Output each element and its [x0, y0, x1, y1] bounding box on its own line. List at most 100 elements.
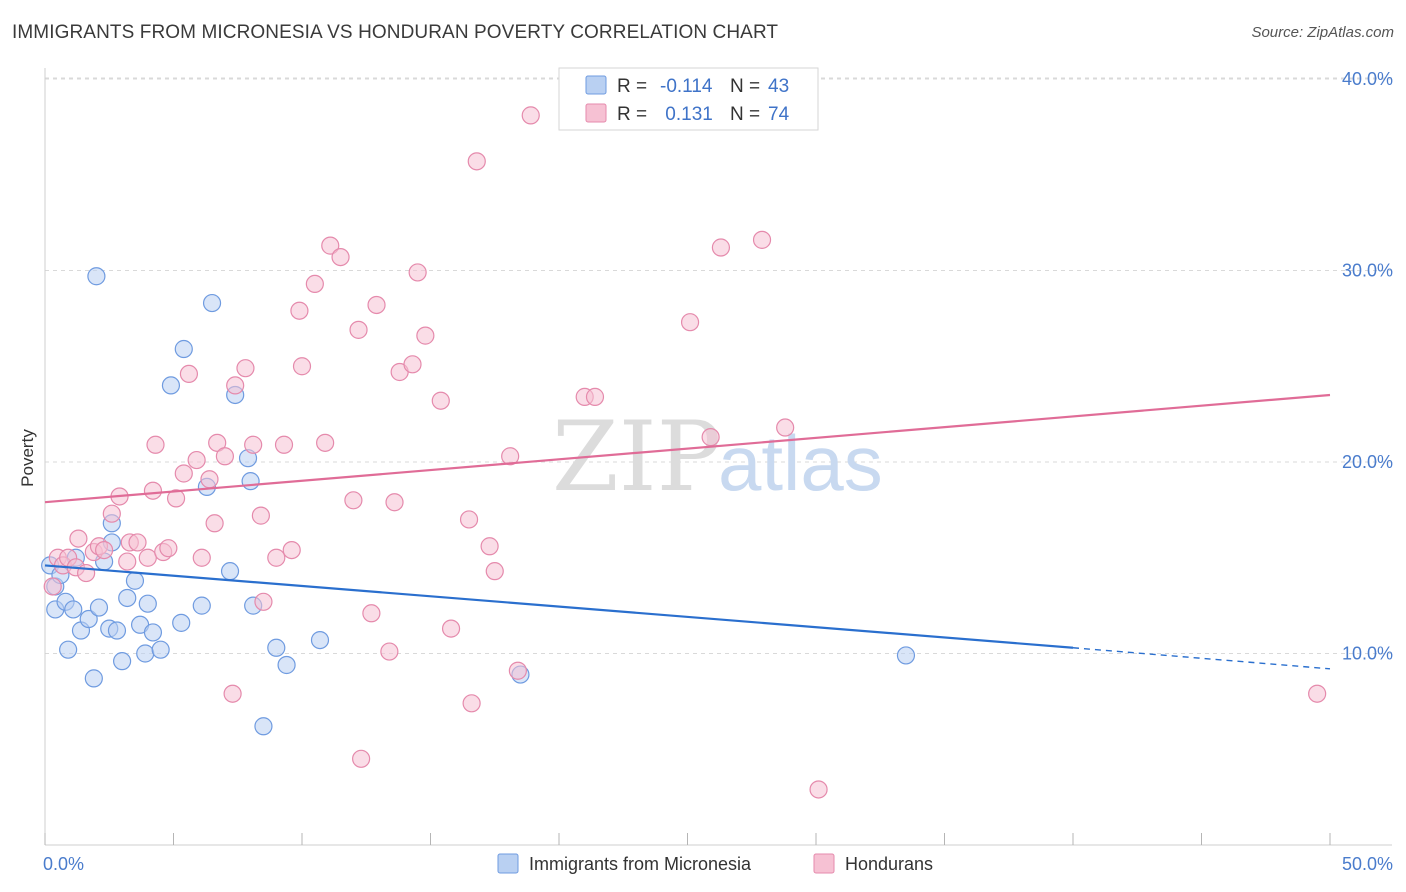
point-hondurans-12 [118, 552, 137, 571]
point-hondurans-49 [380, 642, 399, 661]
point-hondurans-38 [290, 301, 309, 320]
series-label-hondurans: Hondurans [845, 854, 933, 874]
point-hondurans-37 [282, 540, 301, 560]
point-hondurans-43 [331, 247, 350, 267]
point-hondurans-31 [223, 684, 242, 703]
data-points [41, 106, 1327, 799]
legend-swatch-micronesia [585, 75, 607, 95]
y-tick-label-20: 20.0% [1342, 452, 1393, 472]
legend-n-value-micronesia: 43 [768, 76, 789, 97]
point-micronesia-39 [277, 655, 296, 675]
point-hondurans-53 [408, 263, 427, 282]
point-hondurans-24 [192, 548, 211, 567]
point-hondurans-22 [179, 364, 199, 384]
point-hondurans-32 [244, 435, 263, 454]
y-tick-label-10: 10.0% [1342, 644, 1393, 664]
point-micronesia-19 [125, 571, 145, 590]
point-micronesia-10 [84, 669, 103, 688]
series-swatch-micronesia [497, 853, 519, 874]
point-micronesia-18 [118, 588, 137, 608]
point-hondurans-52 [403, 355, 422, 374]
series-swatch-hondurans [813, 853, 835, 874]
point-micronesia-30 [202, 293, 222, 313]
legend-r-value-micronesia: -0.114 [660, 76, 713, 97]
point-hondurans-40 [305, 274, 324, 294]
point-micronesia-31 [87, 267, 106, 286]
legend-r-value-hondurans: 0.131 [660, 104, 713, 125]
point-hondurans-23 [187, 450, 206, 470]
x-tick-labels: 0.0% 50.0% [43, 854, 1393, 874]
watermark: ZIP atlas [552, 401, 883, 513]
trend-line-hondurans [44, 393, 1331, 504]
trend-lines [44, 393, 1331, 670]
legend-swatch-hondurans [585, 103, 607, 123]
point-hondurans-29 [226, 376, 245, 395]
point-micronesia-28 [192, 596, 211, 615]
point-hondurans-60 [480, 537, 499, 556]
point-hondurans-63 [508, 661, 527, 680]
point-micronesia-27 [174, 339, 193, 359]
trend-line-micronesia-extension [1072, 647, 1331, 670]
legend-n-label-hondurans: N = [730, 104, 760, 125]
point-hondurans-58 [462, 694, 481, 713]
point-hondurans-30 [236, 359, 255, 378]
axes [44, 68, 1392, 846]
y-tick-labels: 10.0% 20.0% 30.0% 40.0% [1342, 69, 1393, 664]
legend-n-value-hondurans: 74 [768, 104, 790, 125]
point-micronesia-37 [254, 717, 273, 736]
point-hondurans-20 [166, 489, 186, 508]
point-hondurans-59 [467, 152, 486, 171]
point-hondurans-21 [174, 464, 193, 483]
point-hondurans-68 [701, 428, 720, 447]
series-label-micronesia: Immigrants from Micronesia [529, 854, 752, 874]
chart-title: IMMIGRANTS FROM MICRONESIA VS HONDURAN P… [12, 22, 779, 43]
point-hondurans-54 [416, 326, 435, 345]
point-hondurans-69 [711, 238, 731, 257]
point-hondurans-25 [200, 470, 219, 489]
legend-r-label-micronesia: R = [617, 76, 647, 97]
point-hondurans-9 [95, 540, 114, 560]
y-tick-label-40: 40.0% [1342, 69, 1393, 89]
point-micronesia-42 [896, 646, 916, 665]
point-hondurans-71 [776, 418, 795, 437]
point-micronesia-38 [267, 638, 286, 657]
legend-n-label-micronesia: N = [730, 76, 760, 97]
point-hondurans-10 [102, 504, 121, 523]
point-micronesia-32 [220, 562, 240, 581]
correlation-legend: R = -0.114 N = 43 R = 0.131 N = 74 [558, 67, 819, 131]
point-hondurans-27 [208, 433, 227, 452]
point-hondurans-50 [385, 493, 404, 512]
point-hondurans-36 [274, 435, 294, 454]
series-legend: Immigrants from Micronesia Hondurans [497, 853, 933, 874]
point-hondurans-26 [205, 514, 224, 533]
x-tick-label-min: 0.0% [43, 854, 84, 874]
point-hondurans-44 [344, 491, 363, 510]
point-hondurans-5 [69, 529, 88, 548]
point-micronesia-22 [138, 594, 157, 613]
point-hondurans-66 [585, 387, 605, 406]
point-hondurans-19 [159, 539, 178, 558]
point-hondurans-48 [367, 295, 386, 315]
point-hondurans-72 [809, 780, 828, 799]
point-hondurans-16 [143, 481, 163, 500]
point-micronesia-23 [143, 623, 163, 642]
point-hondurans-14 [128, 533, 147, 552]
watermark-atlas: atlas [718, 419, 883, 507]
point-hondurans-33 [251, 506, 270, 525]
point-hondurans-67 [680, 313, 700, 332]
point-micronesia-9 [79, 609, 98, 629]
point-micronesia-35 [241, 472, 260, 491]
legend-r-label-hondurans: R = [617, 104, 647, 125]
point-hondurans-73 [1308, 684, 1327, 703]
point-hondurans-47 [362, 604, 381, 623]
point-micronesia-16 [107, 621, 127, 640]
y-tick-label-30: 30.0% [1342, 261, 1393, 281]
point-hondurans-15 [138, 548, 157, 567]
point-hondurans-62 [501, 447, 520, 466]
point-hondurans-34 [254, 592, 273, 611]
point-hondurans-39 [292, 357, 312, 376]
x-tick-label-max: 50.0% [1342, 854, 1393, 874]
point-micronesia-26 [172, 613, 191, 632]
point-hondurans-45 [349, 320, 368, 339]
